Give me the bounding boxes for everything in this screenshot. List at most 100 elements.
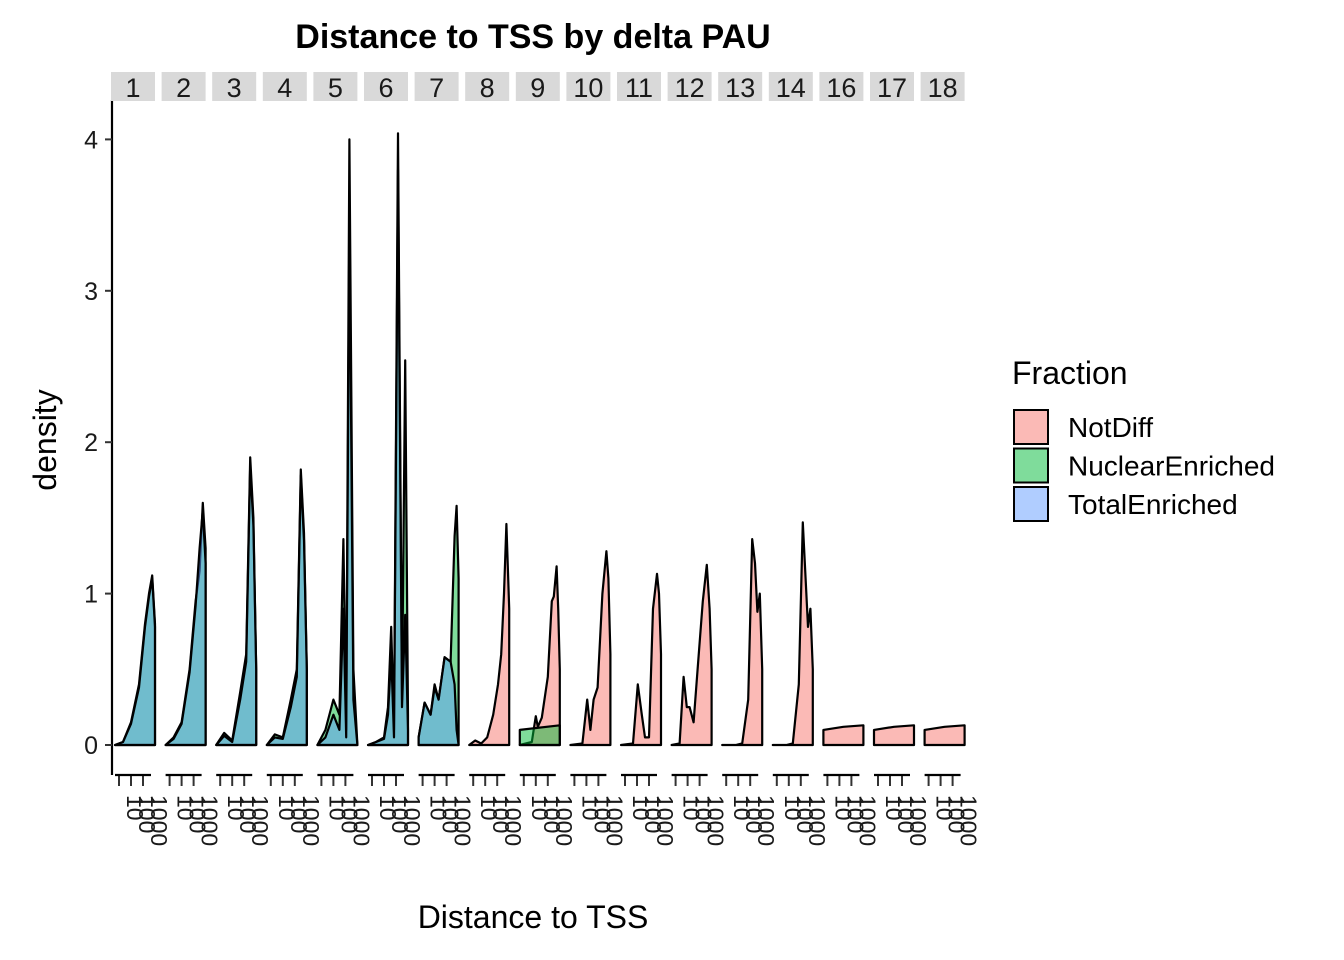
density-area-totalenriched <box>265 474 308 747</box>
x-tick-label: 1000 <box>551 795 577 846</box>
x-tick-label: 100 <box>185 795 211 833</box>
density-area-notdiff <box>822 724 865 747</box>
facet-strip <box>920 72 965 101</box>
x-tick-label: 100 <box>286 795 312 833</box>
y-axis-title: density <box>27 389 63 490</box>
x-tick-label: 1000 <box>703 795 729 846</box>
facet-strip-label: 16 <box>826 73 856 103</box>
x-tick-label: 10 <box>375 795 401 821</box>
x-tick-label: 1000 <box>854 795 880 846</box>
x-tick-label: 10 <box>932 795 958 821</box>
x-tick-label: 10 <box>476 795 502 821</box>
legend-label: NuclearEnriched <box>1068 451 1275 482</box>
density-area-nuclearenriched <box>518 724 561 747</box>
x-axis-title: Distance to TSS <box>418 899 649 935</box>
facet-strip <box>566 72 611 101</box>
x-tick-label: 10 <box>830 795 856 821</box>
x-tick-label: 10 <box>324 795 350 821</box>
x-tick-label: 1000 <box>348 795 374 846</box>
x-tick-label: 10 <box>274 795 300 821</box>
facet-strip <box>819 72 864 101</box>
legend: Fraction NotDiff NuclearEnriched TotalEnri… <box>1012 355 1275 522</box>
legend-key-notdiff <box>1013 409 1049 445</box>
x-tick-label: 1000 <box>652 795 678 846</box>
facet-panels: 1101001000210100100031010010004101001000… <box>111 72 982 846</box>
y-tick-label: 3 <box>84 278 98 306</box>
facet-strip-label: 13 <box>725 73 755 103</box>
y-tick-label: 2 <box>84 429 98 457</box>
density-area-notdiff <box>619 572 663 747</box>
x-tick-label: 10 <box>223 795 249 821</box>
x-tick-label: 100 <box>539 795 565 833</box>
x-tick-label: 100 <box>893 795 919 833</box>
facet-strip <box>111 72 155 101</box>
x-tick-label: 100 <box>944 795 970 833</box>
facet-strip-label: 7 <box>429 73 444 103</box>
facet-strip <box>161 72 206 101</box>
legend-title: Fraction <box>1012 355 1128 391</box>
x-tick-label: 100 <box>842 795 868 833</box>
x-tick-label: 10 <box>527 795 553 821</box>
density-area-notdiff <box>468 522 511 747</box>
facet-strip <box>313 72 358 101</box>
facet-strip <box>414 72 459 101</box>
facet-strip-label: 10 <box>573 73 603 103</box>
x-tick-label: 10 <box>426 795 452 821</box>
x-tick-label: 10 <box>780 795 806 821</box>
facet-strip-label: 6 <box>378 73 393 103</box>
x-tick-label: 1000 <box>804 795 830 846</box>
x-tick-label: 1000 <box>956 795 982 846</box>
x-tick-label: 1000 <box>197 795 223 846</box>
x-tick-label: 10 <box>679 795 705 821</box>
facet-strip <box>667 72 712 101</box>
facet-strip-label: 9 <box>530 73 545 103</box>
density-area-notdiff <box>872 724 916 747</box>
x-tick-label: 100 <box>589 795 615 833</box>
x-tick-label: 1000 <box>601 795 627 846</box>
facet-strip-label: 14 <box>776 73 806 103</box>
facet-strip <box>364 72 408 101</box>
x-tick-label: 100 <box>792 795 818 833</box>
density-area-totalenriched <box>316 214 359 747</box>
x-tick-label: 1000 <box>247 795 273 846</box>
x-tick-label: 1000 <box>905 795 931 846</box>
facet-strip-label: 8 <box>480 73 495 103</box>
x-tick-label: 1000 <box>146 795 172 846</box>
y-tick-label: 0 <box>84 732 98 760</box>
facet-strip-label: 4 <box>277 73 292 103</box>
x-tick-label: 100 <box>235 795 261 833</box>
x-tick-label: 10 <box>628 795 654 821</box>
facet-strip <box>718 72 763 101</box>
density-area-notdiff <box>569 550 612 747</box>
facet-strip <box>768 72 813 101</box>
facet-strip-label: 11 <box>625 73 653 103</box>
x-tick-label: 100 <box>387 795 413 833</box>
facet-strip <box>870 72 914 101</box>
facet-strip-label: 18 <box>928 73 958 103</box>
density-area-notdiff <box>721 538 764 747</box>
facet-strip <box>212 72 257 101</box>
facet-strip-label: 17 <box>877 73 907 103</box>
x-tick-label: 100 <box>134 795 160 833</box>
density-area-totalenriched <box>215 463 258 747</box>
x-tick-label: 1000 <box>500 795 526 846</box>
x-tick-label: 100 <box>640 795 666 833</box>
x-tick-label: 10 <box>577 795 603 821</box>
x-tick-label: 10 <box>729 795 755 821</box>
x-tick-label: 100 <box>336 795 362 833</box>
facet-strip <box>515 72 560 101</box>
facet-strip-label: 1 <box>125 73 140 103</box>
density-area-totalenriched <box>113 577 157 747</box>
